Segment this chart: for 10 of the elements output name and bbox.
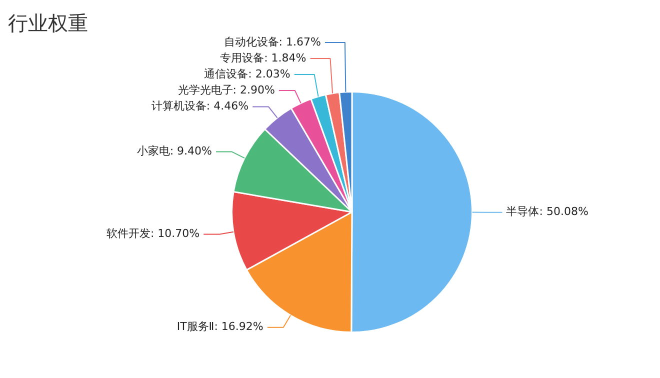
slice-label: 计算机设备: 4.46% [151,100,249,113]
slice-label: 软件开发: 10.70% [106,227,200,240]
slice-label: IT服务Ⅱ: 16.92% [176,320,264,334]
slice-label: 自动化设备: 1.67% [224,35,321,48]
slice-label: 小家电: 9.40% [136,144,212,158]
slice-label: 专用设备: 1.84% [220,51,306,64]
slice-label: 光学光电子: 2.90% [178,83,275,96]
chart-title: 行业权重 [8,10,88,37]
slice-label: 通信设备: 2.03% [204,67,290,80]
slice-label: 半导体: 50.08% [506,205,588,218]
